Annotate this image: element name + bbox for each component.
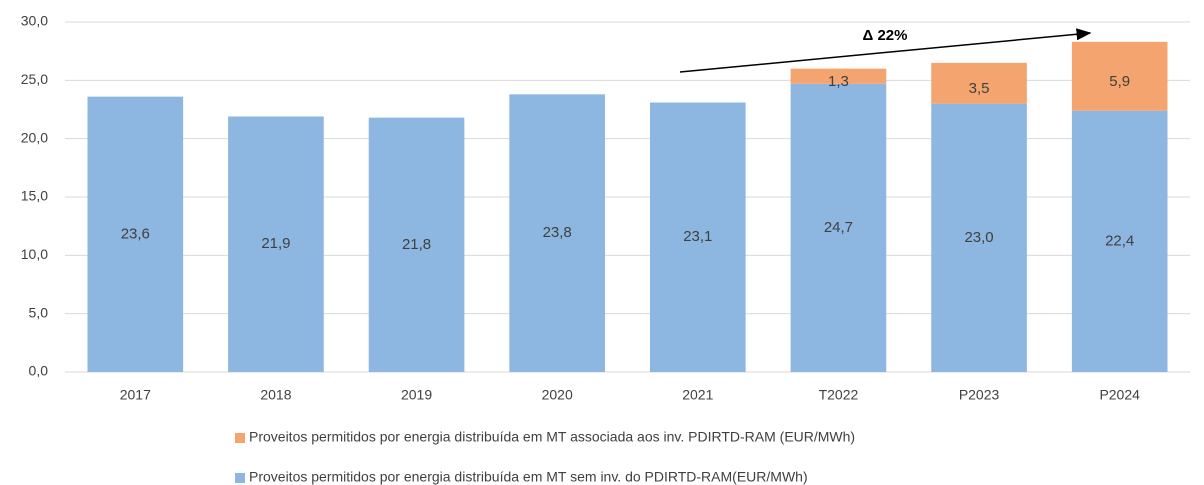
data-label: 21,8 [402, 236, 431, 253]
x-tick-label: P2023 [959, 387, 1000, 403]
x-tick-label: 2021 [682, 387, 713, 403]
data-label: 23,8 [543, 224, 572, 241]
x-tick-label: 2018 [260, 387, 291, 403]
annotation: Δ 22% [863, 27, 908, 44]
y-tick-label: 5,0 [29, 304, 49, 320]
x-tick-label: 2017 [120, 387, 151, 403]
bar-segment [87, 96, 184, 373]
bar-segment [368, 117, 465, 373]
bar-segment [1071, 110, 1168, 373]
bar-segment [509, 94, 605, 372]
legend-swatch [235, 473, 245, 483]
y-tick-label: 20,0 [21, 129, 48, 145]
data-label: 1,3 [828, 73, 849, 90]
data-label: 23,0 [964, 229, 993, 246]
data-label: 21,9 [261, 235, 290, 252]
bar-segment [1071, 41, 1168, 111]
bar-segment [790, 83, 887, 372]
data-label: 23,1 [683, 228, 712, 245]
bar-segment [228, 116, 324, 372]
x-tick-label: P2024 [1099, 387, 1140, 403]
legend-label: Proveitos permitidos por energia distrib… [249, 429, 855, 445]
data-label: 22,4 [1105, 232, 1134, 249]
bar-segment [650, 102, 746, 372]
y-tick-label: 10,0 [21, 246, 48, 262]
x-tick-label: 2020 [542, 387, 573, 403]
bar-segment [790, 68, 887, 84]
y-tick-label: 25,0 [21, 71, 48, 87]
data-label: 24,7 [824, 219, 853, 236]
y-tick-label: 0,0 [29, 363, 49, 379]
legend-label: Proveitos permitidos por energia distrib… [249, 469, 808, 485]
legend-swatch [235, 433, 245, 443]
y-tick-label: 15,0 [21, 188, 48, 204]
data-label: 3,5 [969, 80, 990, 97]
x-tick-label: T2022 [819, 387, 859, 403]
trend-arrow [679, 28, 1092, 73]
data-label: 23,6 [121, 225, 150, 242]
y-tick-label: 30,0 [21, 13, 48, 29]
data-label: 5,9 [1109, 73, 1130, 90]
bar-segment [931, 103, 1027, 373]
bar-segment [931, 62, 1027, 104]
x-tick-label: 2019 [401, 387, 432, 403]
